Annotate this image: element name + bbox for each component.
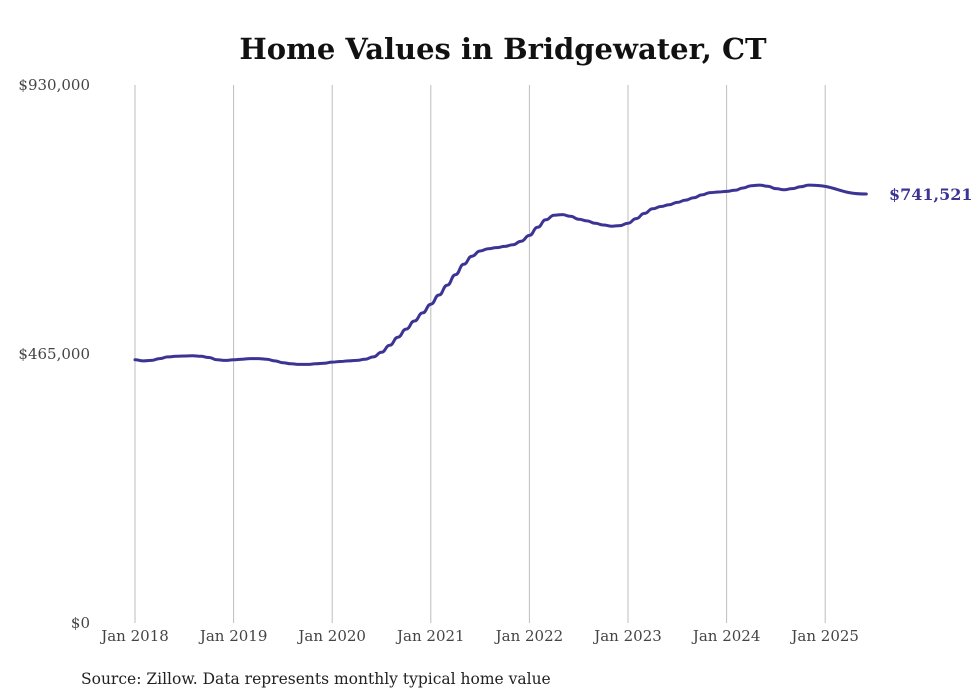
y-axis-ticks: $0 $465,000 $930,000 — [18, 76, 90, 632]
y-tick-label: $930,000 — [18, 76, 90, 94]
vertical-gridlines — [134, 85, 826, 623]
x-tick-label: Jan 2020 — [296, 627, 366, 645]
latest-value-label: $741,521 — [889, 185, 973, 204]
y-tick-label: $0 — [71, 614, 90, 632]
x-tick-label: Jan 2022 — [494, 627, 564, 645]
home-value-series-line — [133, 183, 868, 366]
x-tick-label: Jan 2018 — [99, 627, 169, 645]
x-tick-label: Jan 2024 — [691, 627, 761, 645]
x-tick-label: Jan 2021 — [395, 627, 465, 645]
y-tick-label: $465,000 — [18, 345, 90, 363]
x-tick-label: Jan 2025 — [789, 627, 859, 645]
chart-title: Home Values in Bridgewater, CT — [239, 32, 767, 66]
x-tick-label: Jan 2023 — [592, 627, 662, 645]
x-tick-label: Jan 2019 — [198, 627, 268, 645]
source-note: Source: Zillow. Data represents monthly … — [81, 670, 551, 688]
x-axis-ticks: Jan 2018 Jan 2019 Jan 2020 Jan 2021 Jan 2022… — [99, 627, 859, 645]
